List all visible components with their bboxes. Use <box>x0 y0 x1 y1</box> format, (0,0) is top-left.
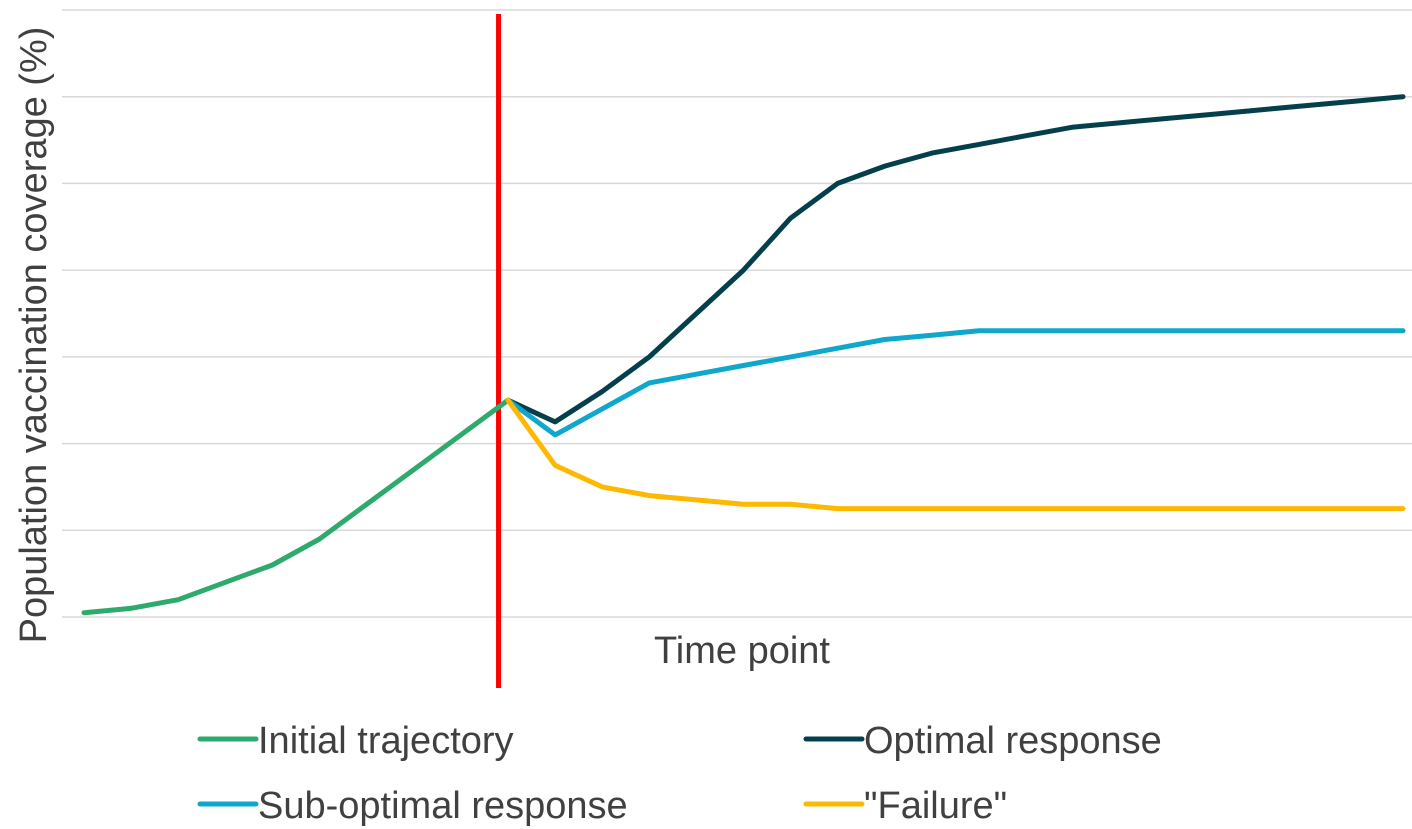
gridlines <box>62 9 1412 618</box>
legend-label-0: Initial trajectory <box>258 720 514 762</box>
series-line-2 <box>505 328 1406 438</box>
legend-item-0: Initial trajectory <box>197 720 514 762</box>
series-line-3 <box>505 397 1406 512</box>
y-axis-label: Population vaccination coverage (%) <box>13 27 55 644</box>
legend-label-2: Sub-optimal response <box>258 785 628 827</box>
legend-item-1: Optimal response <box>803 720 1162 762</box>
legend: Initial trajectory Optimal response Sub-op… <box>197 720 1162 827</box>
legend-item-3: "Failure" <box>803 785 1007 827</box>
x-axis-label: Time point <box>654 630 830 672</box>
legend-label-1: Optimal response <box>864 720 1162 762</box>
legend-item-2: Sub-optimal response <box>197 785 628 827</box>
legend-label-3: "Failure" <box>864 785 1007 827</box>
series-line-0 <box>81 397 511 616</box>
series-lines <box>81 94 1406 616</box>
series-line-1 <box>505 94 1406 425</box>
